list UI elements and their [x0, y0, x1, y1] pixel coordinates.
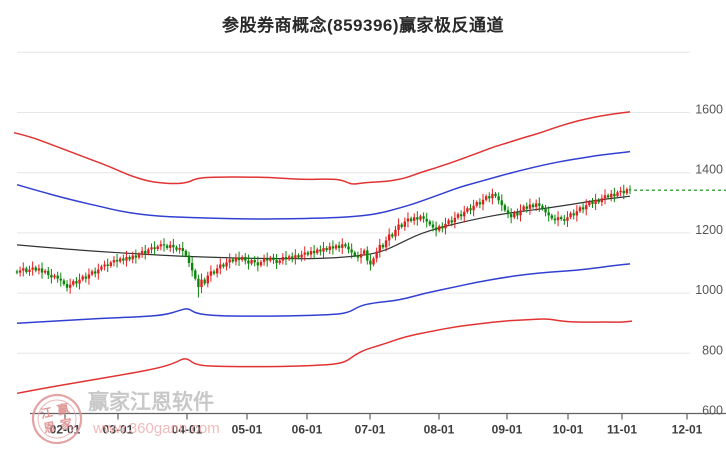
svg-text:赢: 赢 — [56, 400, 71, 417]
y-axis-tick-label: 600 — [702, 404, 723, 418]
channel-lower-blue-rail — [16, 263, 631, 324]
y-axis-labels: 1600 1400 1200 1000 800 600 — [695, 103, 723, 418]
x-axis-tick-label: 07-01 — [355, 423, 386, 437]
x-axis-tick-label: 09-01 — [492, 423, 523, 437]
x-axis-tick-label: 02-01 — [50, 423, 81, 437]
watermark: 江赢恩 家赢家江恩软件 www.360gann.com — [31, 390, 220, 445]
y-axis-tick-label: 1000 — [695, 283, 723, 297]
watermark-site-text: www.360gann.com — [92, 420, 220, 437]
x-axis-tick-label: 10-01 — [553, 423, 584, 437]
x-axis-tick-label: 11-01 — [607, 423, 637, 437]
x-axis-tick-label: 12-01 — [672, 423, 703, 437]
watermark-stamp-icon: 江赢恩家 — [31, 393, 83, 445]
y-axis-tick-label: 1600 — [695, 103, 723, 117]
watermark-brand-text: 赢家江恩软件 — [88, 390, 214, 414]
y-axis-tick-label: 1400 — [695, 163, 723, 177]
channel-middle-line — [16, 195, 631, 260]
svg-text:恩: 恩 — [42, 419, 57, 436]
svg-text:家: 家 — [59, 415, 75, 432]
x-axis-tick-label: 06-01 — [292, 423, 323, 437]
y-axis-tick-label: 800 — [702, 343, 723, 357]
svg-text:江: 江 — [39, 404, 54, 421]
x-axis-tick-label: 08-01 — [424, 423, 455, 437]
grid-lines — [17, 51, 690, 354]
x-axis-tick-label: 05-01 — [232, 423, 263, 437]
channel-lower-red-rail — [16, 318, 633, 395]
y-axis-tick-label: 1200 — [695, 223, 723, 237]
channel-upper-red-rail — [13, 111, 631, 185]
x-axis-tick-label: 03-01 — [103, 423, 134, 437]
channel-upper-blue-rail — [16, 150, 631, 220]
x-axis-tick-label: 04-01 — [172, 423, 203, 437]
candles — [15, 184, 632, 298]
chart-title: 参股券商概念(859396)赢家极反通道 — [221, 16, 505, 35]
x-axis: 02-01 03-01 04-01 05-01 06-01 07-01 08-01 09-01… — [30, 412, 726, 437]
